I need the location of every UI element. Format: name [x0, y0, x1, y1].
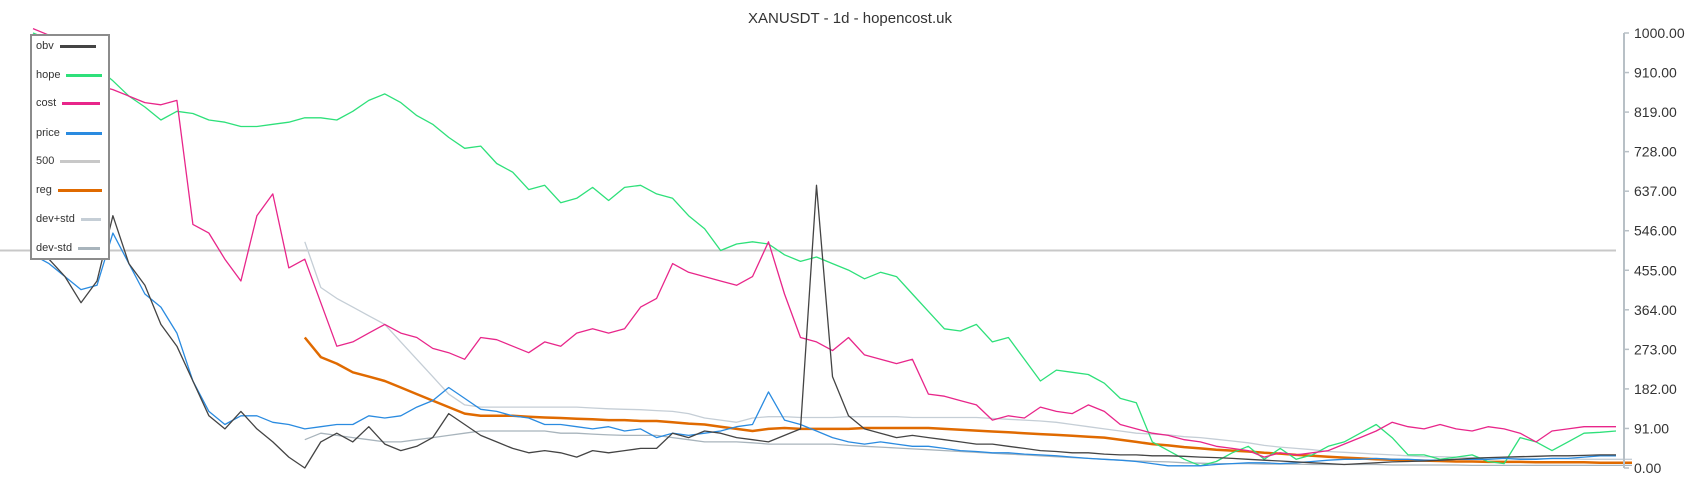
legend-swatch-icon	[62, 101, 101, 105]
legend-swatch-icon	[78, 246, 101, 250]
legend-label: obv	[36, 40, 54, 52]
series-line-obv	[32, 184, 1616, 469]
legend-item-cost[interactable]: cost	[36, 97, 101, 109]
y-tick-label: 910.00	[1634, 65, 1677, 81]
y-axis: 1000.00 910.00 819.00 728.00 637.00 546.00 455…	[1623, 25, 1685, 476]
legend-item-price[interactable]: price	[36, 127, 102, 139]
y-tick-label: 0.00	[1634, 460, 1661, 476]
series-line-dev-std	[304, 430, 1632, 467]
legend-item-dev-std[interactable]: dev+std	[36, 213, 101, 225]
y-tick-label: 637.00	[1634, 183, 1677, 199]
legend-label: price	[36, 127, 60, 139]
legend-label: hope	[36, 69, 61, 81]
legend-swatch-icon	[60, 159, 101, 163]
legend-item-obv[interactable]: obv	[36, 40, 96, 52]
legend-swatch-icon	[65, 131, 102, 135]
legend-label: dev+std	[36, 213, 75, 225]
y-tick-label: 273.00	[1634, 341, 1677, 357]
series-line-price	[32, 232, 1616, 467]
legend-label: cost	[36, 97, 57, 109]
legend-item-500[interactable]: 500	[36, 155, 101, 167]
legend-item-dev-std[interactable]: dev-std	[36, 242, 101, 254]
legend-item-hope[interactable]: hope	[36, 69, 103, 81]
legend: obv hope cost price 500 reg dev+std dev-std	[30, 34, 110, 260]
legend-swatch-icon	[80, 217, 101, 221]
legend-swatch-icon	[66, 73, 103, 77]
legend-label: dev-std	[36, 242, 73, 254]
series-line-cost	[32, 27, 1616, 458]
y-tick-label: 1000.00	[1634, 25, 1685, 41]
legend-label: 500	[36, 155, 55, 167]
y-tick-label: 546.00	[1634, 223, 1677, 239]
legend-label: reg	[36, 184, 52, 196]
legend-swatch-icon	[57, 188, 102, 192]
y-tick-label: 455.00	[1634, 262, 1677, 278]
series-layer	[0, 27, 1632, 469]
series-line-dev-std	[304, 241, 1632, 460]
y-tick-label: 364.00	[1634, 302, 1677, 318]
chart-title: XANUSDT - 1d - hopencost.uk	[748, 10, 952, 27]
legend-item-reg[interactable]: reg	[36, 184, 102, 196]
legend-swatch-icon	[59, 44, 96, 48]
y-tick-label: 728.00	[1634, 144, 1677, 160]
series-line-reg	[303, 336, 1632, 465]
y-tick-label: 182.00	[1634, 381, 1677, 397]
series-line-hope	[32, 32, 1617, 467]
y-tick-label: 819.00	[1634, 104, 1677, 120]
y-tick-label: 91.00	[1634, 420, 1669, 436]
